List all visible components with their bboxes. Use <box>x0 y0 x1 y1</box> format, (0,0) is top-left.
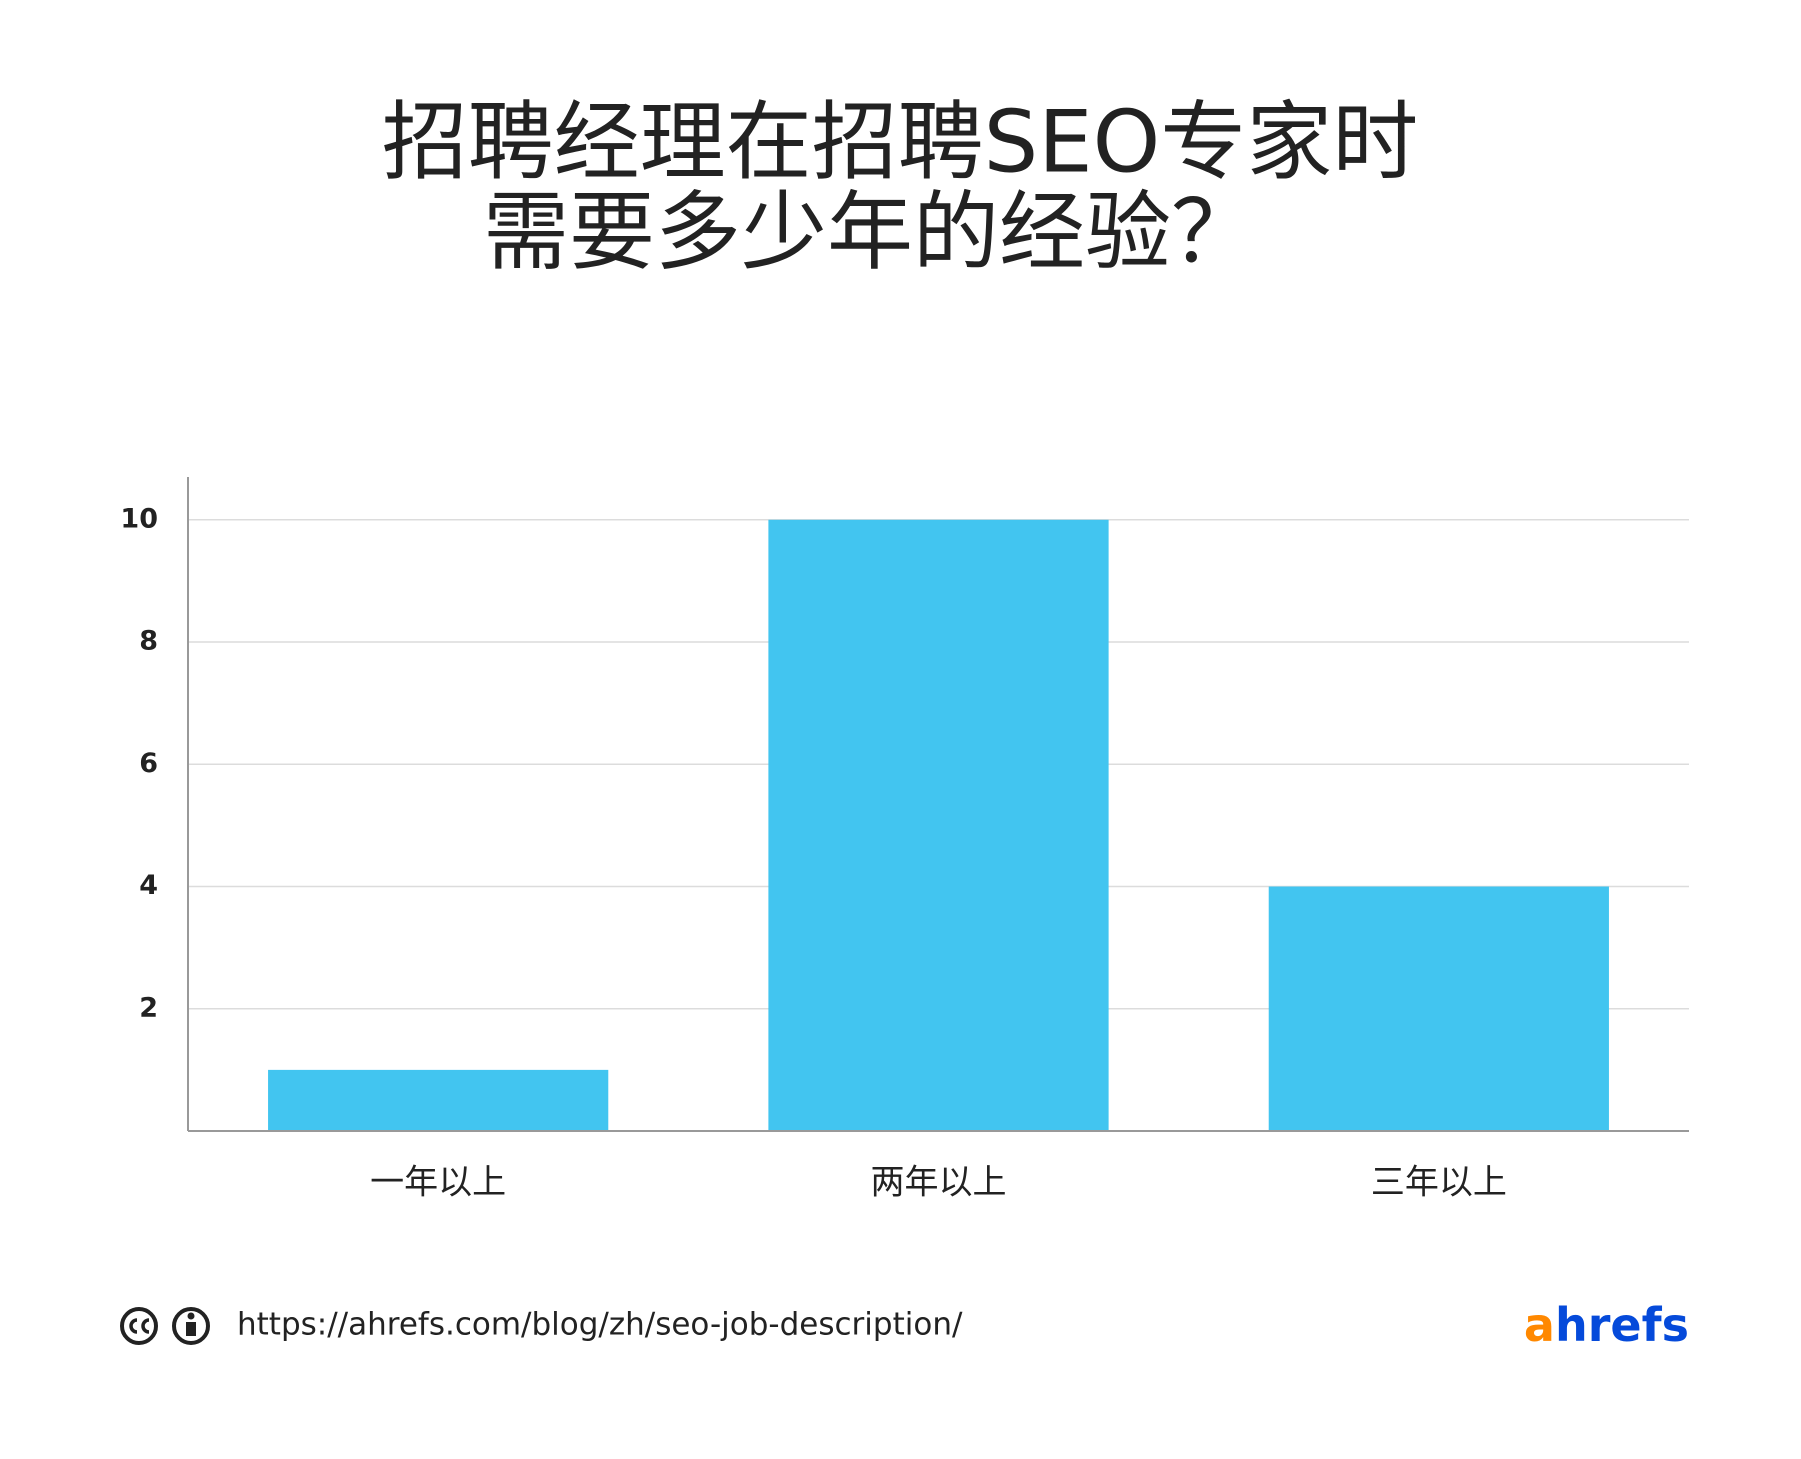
y-tick-label: 6 <box>139 748 158 779</box>
bar <box>1268 886 1609 1131</box>
x-tick-label: 两年以上 <box>871 1163 1007 1203</box>
y-tick-label: 4 <box>139 870 158 901</box>
chart-title: 需要多少年的经验？ <box>483 182 1257 282</box>
logo-a: a <box>1524 1298 1555 1352</box>
y-tick-label: 10 <box>120 503 158 534</box>
x-tick-label: 一年以上 <box>370 1163 506 1203</box>
cc-icon <box>120 1307 158 1345</box>
chart-title: 招聘经理在招聘SEO专家时 <box>382 92 1419 192</box>
y-tick-label: 2 <box>139 992 158 1023</box>
by-icon <box>172 1307 210 1345</box>
y-tick-label: 8 <box>139 626 158 657</box>
bar <box>268 1069 609 1131</box>
source-url: https://ahrefs.com/blog/zh/seo-job-descr… <box>237 1307 963 1343</box>
bar <box>768 519 1109 1131</box>
x-tick-label: 三年以上 <box>1371 1163 1507 1203</box>
logo: ahrefs <box>1524 1298 1689 1352</box>
logo-hrefs: hrefs <box>1555 1298 1689 1352</box>
